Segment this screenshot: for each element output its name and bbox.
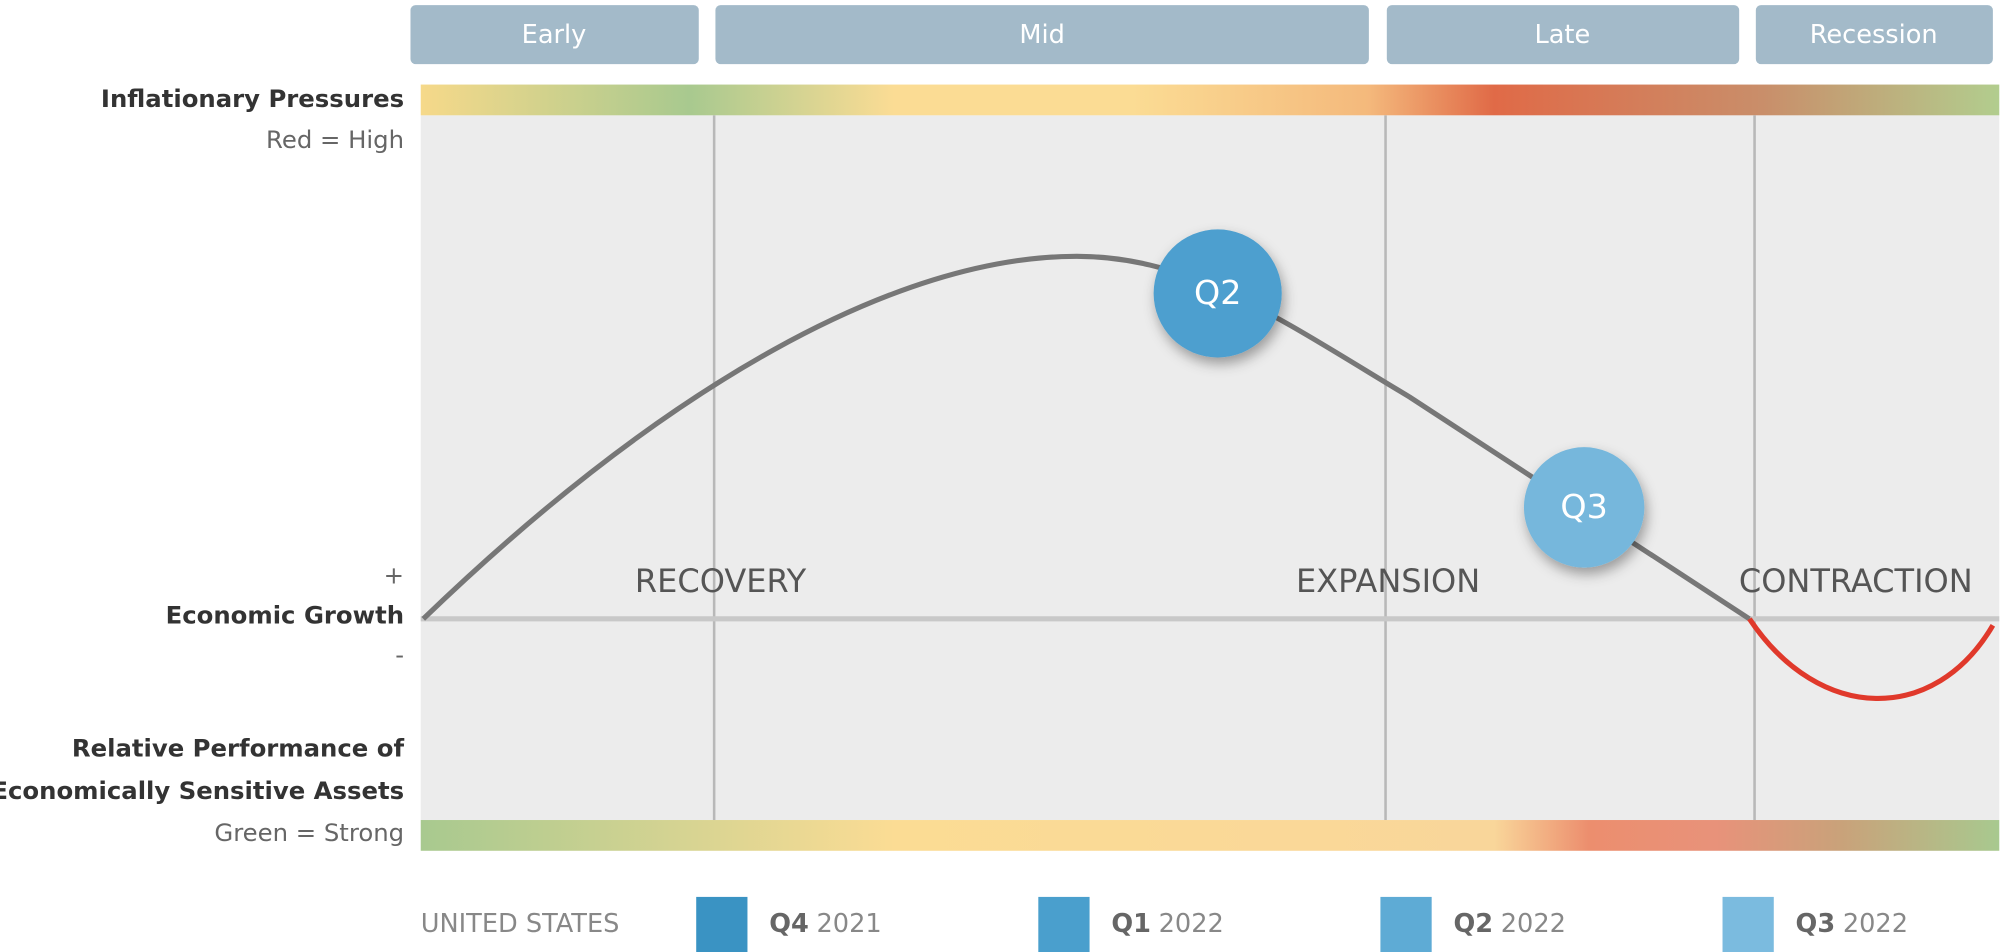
legend-country: UNITED STATES	[421, 909, 620, 939]
legend-swatch	[696, 896, 748, 952]
plus-sign: +	[384, 561, 404, 590]
legend-label: Q1 2022	[1111, 909, 1223, 939]
legend-swatch	[1722, 896, 1774, 952]
recession-curve	[1747, 617, 1996, 701]
legend-quarter: Q2	[1453, 909, 1493, 939]
legend-year: 2022	[1159, 909, 1224, 939]
inflation-key: Red = High	[266, 125, 404, 154]
legend-swatch	[1380, 896, 1432, 952]
marker: Q3	[1523, 447, 1645, 568]
legend-year: 2022	[1843, 909, 1908, 939]
phase-box	[715, 5, 1369, 65]
dividers	[712, 115, 1756, 821]
marker-circle	[1523, 447, 1645, 568]
legend-label: Q4 2021	[769, 909, 881, 939]
legend-swatch	[1038, 896, 1090, 952]
legend-quarter: Q4	[769, 909, 809, 939]
performance-bar	[420, 820, 2000, 851]
legend-quarter: Q1	[1111, 909, 1151, 939]
legend-quarter: Q3	[1796, 909, 1836, 939]
legend-year: 2021	[817, 909, 882, 939]
cycle-curve	[421, 253, 1751, 622]
legend-label: Q2 2022	[1453, 909, 1565, 939]
legend-year: 2022	[1501, 909, 1566, 939]
region-label: CONTRACTION	[1739, 562, 1973, 600]
left-labels: Inflationary Pressures Red = High + Econ…	[0, 84, 404, 847]
marker-label: Q2	[1194, 273, 1241, 312]
phase-box	[1755, 5, 1993, 65]
minus-sign: -	[395, 640, 404, 669]
marker-label: Q3	[1560, 487, 1607, 526]
phase-bar: Early Mid Late Recession	[410, 5, 1993, 65]
phase-label: Recession	[1810, 20, 1938, 50]
legend: UNITED STATES Q4 2021 Q1 2022 Q2 2022 Q3 2022	[421, 896, 1908, 952]
phase-box	[410, 5, 699, 65]
region-label: RECOVERY	[635, 562, 807, 600]
inflation-bar	[420, 84, 2000, 116]
performance-label: Economically Sensitive Assets	[0, 776, 404, 805]
marker-circle	[1153, 229, 1282, 358]
phase-label: Mid	[1019, 20, 1064, 50]
phase-label: Late	[1534, 20, 1590, 50]
growth-label: Economic Growth	[166, 600, 404, 629]
phase-label: Early	[522, 20, 587, 50]
performance-label: Relative Performance of	[72, 734, 405, 763]
inflation-label: Inflationary Pressures	[101, 84, 404, 113]
legend-label: Q3 2022	[1796, 909, 1908, 939]
performance-key: Green = Strong	[214, 818, 404, 847]
marker: Q2	[1153, 229, 1282, 358]
plot-area	[420, 115, 2000, 821]
phase-box	[1386, 5, 1740, 65]
region-label: EXPANSION	[1296, 562, 1480, 600]
